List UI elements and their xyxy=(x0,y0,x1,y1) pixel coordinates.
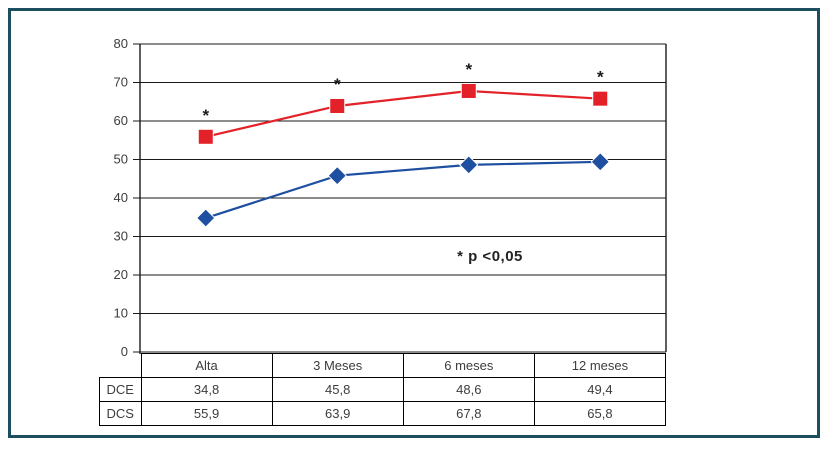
dcs-marker-square xyxy=(197,128,214,145)
dcs-marker-square xyxy=(592,90,609,107)
table-corner xyxy=(100,354,142,378)
table-cell: 67,8 xyxy=(402,401,535,426)
dce-marker-diamond xyxy=(459,155,479,175)
y-axis-tick-label: 40 xyxy=(114,190,128,205)
table-header-cell: 12 meses xyxy=(533,353,667,378)
y-axis-tick-label: 60 xyxy=(114,113,128,128)
y-axis-tick-label: 0 xyxy=(121,344,128,359)
dce-marker-diamond xyxy=(327,165,347,186)
table-header-cell: 6 meses xyxy=(402,353,535,378)
dce-marker-diamond xyxy=(196,208,216,228)
table-cell: 55,9 xyxy=(140,401,273,426)
y-axis-tick-label: 30 xyxy=(114,229,128,244)
table-row-label: DCE xyxy=(99,377,142,402)
table-header-row: Alta 3 Meses 6 meses 12 meses xyxy=(100,353,667,378)
table-row: DCE 34,8 45,8 48,6 49,4 xyxy=(99,377,667,402)
dcs-marker-square xyxy=(460,82,477,99)
table-cell: 34,8 xyxy=(140,377,273,402)
dce-marker-diamond xyxy=(590,152,610,172)
table-row: DCS 55,9 63,9 67,8 65,8 xyxy=(99,401,667,426)
y-axis-tick-label: 80 xyxy=(114,36,128,51)
significance-asterisk: * xyxy=(334,75,341,94)
table-cell: 65,8 xyxy=(533,401,667,426)
dcs-line xyxy=(205,89,601,138)
significance-asterisk: * xyxy=(597,68,604,87)
table-header-cell: 3 Meses xyxy=(271,353,404,378)
table-row-label: DCS xyxy=(99,401,142,426)
table-cell: 48,6 xyxy=(402,377,535,402)
y-axis-tick-label: 50 xyxy=(114,152,128,167)
table-header-cell: Alta xyxy=(140,353,273,378)
significance-asterisk: * xyxy=(465,60,472,79)
table-cell: 63,9 xyxy=(271,401,404,426)
chart-data-table: Alta 3 Meses 6 meses 12 meses DCE 34,8 45,8 48… xyxy=(99,353,667,426)
dcs-marker-square xyxy=(329,97,346,114)
table-cell: 45,8 xyxy=(271,377,404,402)
dce-line xyxy=(205,160,601,220)
significance-asterisk: * xyxy=(202,106,209,125)
table-cell: 49,4 xyxy=(533,377,667,402)
y-axis-tick-label: 20 xyxy=(114,267,128,282)
y-axis-tick-label: 70 xyxy=(114,75,128,90)
y-axis-tick-label: 10 xyxy=(114,306,128,321)
significance-note: * p <0,05 xyxy=(457,248,523,265)
